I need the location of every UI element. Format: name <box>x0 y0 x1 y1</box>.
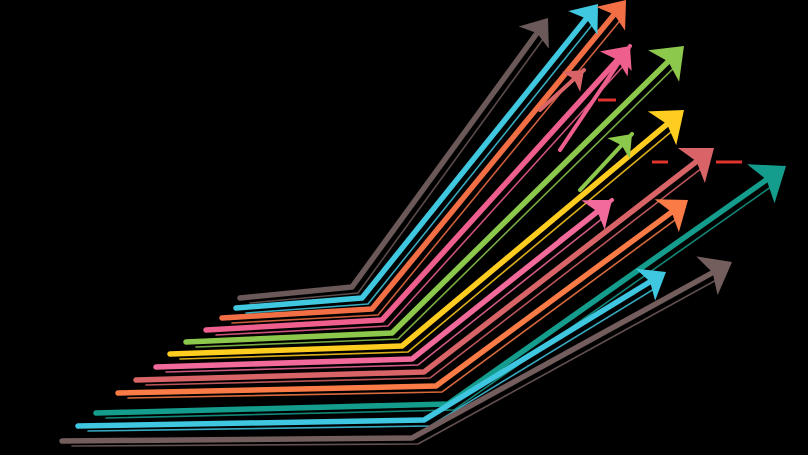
arrow-icon <box>518 18 549 49</box>
arrow-shadow-line <box>165 216 606 373</box>
arrow-shadow-line <box>245 22 594 314</box>
arrow-stroke <box>75 278 654 429</box>
arrow-shadow-line <box>215 64 625 336</box>
arrow-stroke <box>237 29 541 301</box>
arrow-stroke <box>203 56 621 333</box>
arrow-shadow-line <box>71 277 721 447</box>
arrow-icon <box>589 199 612 222</box>
arrow-icon <box>606 46 632 71</box>
arrow-stroke <box>59 269 717 444</box>
arrow-shadow-line <box>145 165 705 386</box>
arrow-stroke <box>133 157 701 383</box>
arrow-icon <box>568 4 598 35</box>
arrow-shadow-line <box>195 65 676 348</box>
arrow-shadow-line <box>249 37 545 304</box>
arrow-icon <box>648 46 684 82</box>
arrow-stroke <box>153 208 601 370</box>
arrow-stroke <box>233 14 590 311</box>
arrow-icon <box>607 134 632 159</box>
arrow-shadow-line <box>127 216 680 399</box>
arrow-stroke <box>558 44 632 152</box>
arrow-icon <box>696 256 732 296</box>
arrow-shadow-line <box>179 128 675 360</box>
arrow-icon <box>654 199 688 233</box>
arrow-icon <box>596 0 626 31</box>
arrow-icon <box>647 110 684 146</box>
arrow-heads <box>518 0 786 301</box>
arrow-stroke <box>167 120 671 357</box>
arrow-icon <box>561 70 584 92</box>
arrow-stroke <box>183 57 672 345</box>
arrow-strokes <box>59 10 775 447</box>
arrow-stroke <box>219 10 618 321</box>
arrow-icon <box>677 147 714 183</box>
arrow-icon <box>635 268 666 301</box>
arrow-icon <box>747 164 786 204</box>
arrow-shadow-line <box>105 184 775 419</box>
arrow-stroke <box>115 208 676 396</box>
arrow-shadow-line <box>231 18 622 324</box>
